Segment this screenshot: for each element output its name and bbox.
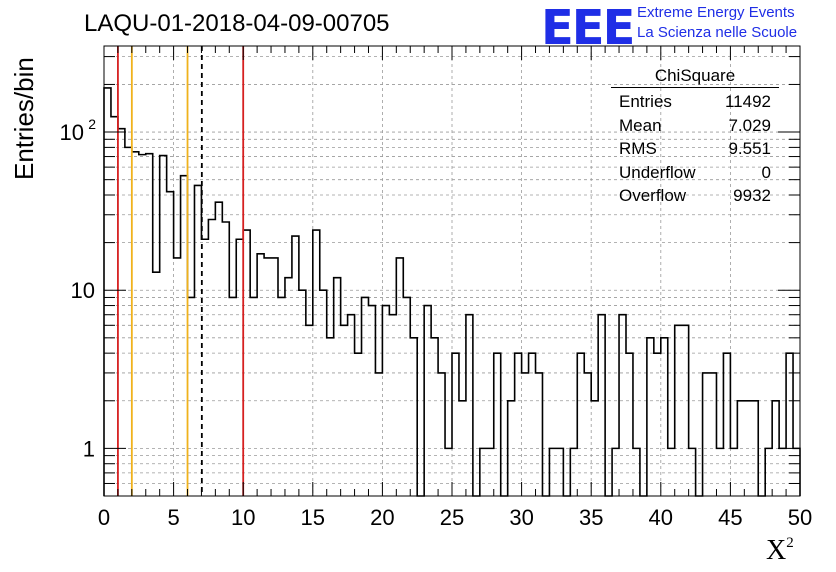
stats-row-entries: Entries 11492 bbox=[611, 90, 779, 114]
stats-value: 7.029 bbox=[728, 115, 771, 135]
logo-text-line1: Extreme Energy Events bbox=[637, 4, 795, 21]
stats-label: Entries bbox=[619, 92, 672, 111]
reference-lines bbox=[117, 46, 245, 496]
x-tick-label: 40 bbox=[649, 505, 673, 530]
x-axis-label: X2 bbox=[766, 535, 794, 567]
stats-value: 9.551 bbox=[728, 139, 771, 158]
stats-title: ChiSquare bbox=[611, 66, 779, 88]
logo-text-line2: La Scienza nelle Scuole bbox=[637, 24, 798, 41]
axis-ticks bbox=[103, 46, 801, 496]
stats-label: Underflow bbox=[619, 162, 696, 182]
y-tick-label: 1 bbox=[83, 436, 95, 461]
x-axis-label-text: X bbox=[766, 535, 787, 566]
eee-logo: EEE bbox=[541, 0, 635, 56]
x-tick-label: 0 bbox=[98, 505, 110, 530]
y-axis-label: Entries/bin bbox=[9, 57, 39, 180]
y-tick-label: 10 bbox=[71, 278, 95, 303]
x-tick-label: 45 bbox=[718, 505, 742, 530]
stats-value: 0 bbox=[761, 162, 771, 182]
y-tick-label-exponent: 2 bbox=[88, 116, 96, 132]
x-tick-label: 25 bbox=[440, 505, 464, 530]
y-tick-label: 10 bbox=[60, 120, 84, 145]
stats-box: ChiSquare Entries 11492 Mean 7.029 RMS 9.55… bbox=[611, 66, 779, 208]
stats-value: 11492 bbox=[724, 92, 771, 111]
stats-label: Overflow bbox=[619, 186, 687, 205]
x-tick-label: 50 bbox=[788, 505, 812, 530]
x-tick-label: 5 bbox=[167, 505, 179, 530]
x-tick-label: 10 bbox=[231, 505, 255, 530]
stats-row-rms: RMS 9.551 bbox=[611, 137, 779, 161]
stats-label: RMS bbox=[619, 139, 657, 158]
stats-row-mean: Mean 7.029 bbox=[611, 114, 779, 138]
chart-title: LAQU-01-2018-04-09-00705 bbox=[84, 10, 390, 37]
x-tick-label: 30 bbox=[509, 505, 533, 530]
stats-value: 9932 bbox=[733, 186, 771, 205]
stats-label: Mean bbox=[619, 115, 662, 135]
stats-row-overflow: Overflow 9932 bbox=[611, 184, 779, 208]
histogram-line bbox=[103, 87, 801, 497]
x-tick-label: 35 bbox=[579, 505, 603, 530]
x-tick-label: 15 bbox=[301, 505, 325, 530]
x-tick-label: 20 bbox=[370, 505, 394, 530]
x-axis-label-superscript: 2 bbox=[786, 535, 794, 551]
stats-row-underflow: Underflow 0 bbox=[611, 161, 779, 185]
histogram-series bbox=[103, 87, 801, 497]
